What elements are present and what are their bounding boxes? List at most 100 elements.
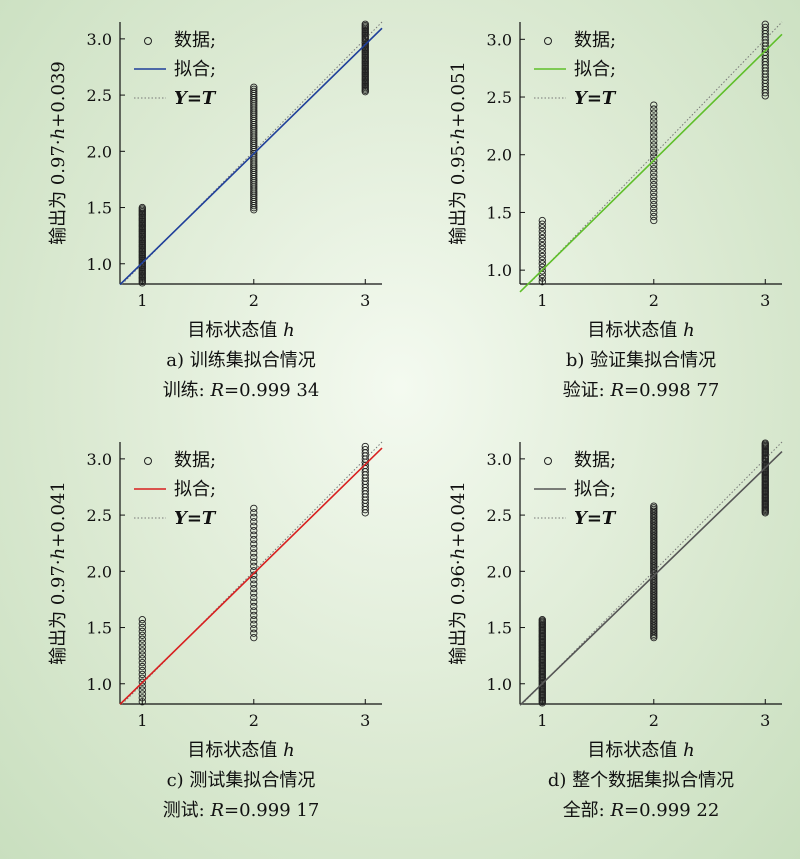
r-value-label: 全部: R=0.999 22 [563,800,720,821]
data-point [250,509,258,517]
legend-data-label: 数据; [174,30,216,51]
data-point [250,562,258,570]
data-point [138,686,146,694]
y-tick-label: 1.0 [487,675,512,694]
data-point [538,220,546,228]
x-tick-label: 1 [137,291,147,310]
data-point [250,85,258,93]
identity-line [528,21,783,285]
data-point [250,634,258,642]
panel-caption: c) 测试集拟合情况 [167,770,316,791]
x-axis-label: 目标状态值 h [587,320,694,341]
y-axis-label: 输出为 0.97·h+0.039 [48,61,69,245]
y-tick-label: 2.0 [487,146,512,165]
data-point [650,137,658,145]
y-tick-label: 2.5 [487,88,512,107]
data-point [250,584,258,593]
y-axis-label: 输出为 0.96·h+0.041 [448,481,469,665]
data-point [138,666,146,675]
fit-line [519,33,783,293]
axes: 1.0 1.5 2.0 2.5 3.0 1 2 3 [487,22,782,310]
data-point [650,208,658,217]
x-tick-label: 1 [137,711,147,730]
x-tick-label: 3 [760,291,770,310]
y-tick-label: 3.0 [487,450,512,469]
data-point [138,623,146,632]
x-tick-label: 1 [537,291,547,310]
r-value-label: 训练: R=0.999 34 [163,380,320,401]
data-point [650,181,658,189]
data-point [650,141,658,149]
y-tick-label: 3.0 [87,30,112,49]
data-point [250,504,258,512]
legend: 数据; 拟合; Y=T [134,30,217,109]
data-point [538,260,546,268]
x-tick-label: 2 [649,711,659,730]
data-point [650,101,658,109]
x-tick-label: 3 [360,291,370,310]
legend: 数据; 拟合; Y=T [134,450,217,529]
data-point [538,267,546,275]
data-point [538,256,546,264]
legend-identity-label: Y=T [174,88,217,109]
data-point [538,242,546,250]
y-tick-label: 3.0 [87,450,112,469]
data-point [650,189,658,197]
legend: 数据; 拟合; Y=T [534,30,617,109]
data-point [250,593,258,602]
data-point [538,231,546,239]
data-point [138,616,146,624]
x-tick-label: 2 [249,291,259,310]
data-point [650,149,658,157]
fit-line [519,450,783,706]
panel-caption: b) 验证集拟合情况 [566,350,716,371]
data-point [361,20,369,28]
data-points [538,20,769,286]
x-tick-label: 1 [537,711,547,730]
data-point [250,531,258,539]
legend-data-marker [144,457,152,465]
data-point [361,442,369,451]
data-point [138,690,146,698]
legend-identity-label: Y=T [174,508,217,529]
y-tick-label: 2.0 [487,562,512,581]
data-point [138,678,146,686]
data-point [650,109,658,117]
data-point [650,185,658,193]
data-point [250,616,258,624]
legend-data-marker [544,37,552,45]
panel-caption: d) 整个数据集拟合情况 [548,770,734,791]
data-point [538,245,546,253]
x-tick-label: 2 [249,711,259,730]
data-point [650,216,658,225]
y-tick-label: 3.0 [487,30,512,49]
data-point [250,522,258,530]
fit-line [119,27,383,286]
data-point [250,598,258,606]
data-point [650,169,658,177]
y-tick-label: 2.5 [487,506,512,525]
axes: 1.0 1.5 2.0 2.5 3.0 1 2 3 [487,442,782,730]
data-point [650,165,658,173]
legend-fit-label: 拟合; [174,59,216,80]
data-point [650,129,658,137]
data-point [250,625,258,633]
chart-panel-d: 1.0 1.5 2.0 2.5 3.0 1 2 3 数据; 拟合; Y=T 输出为 0.96·h+0.… [448,439,783,821]
x-axis-label: 目标状态值 h [187,740,294,761]
x-axis-label: 目标状态值 h [187,320,294,341]
data-point [250,558,258,566]
data-points [538,439,769,707]
data-point [250,576,258,584]
chart-panel-c: 1.0 1.5 2.0 2.5 3.0 1 2 3 数据; 拟合; Y=T 输出为 0.97·h+0.… [48,441,383,821]
data-point [538,238,546,246]
data-point [250,513,258,521]
data-points [138,20,369,287]
y-tick-label: 1.5 [487,203,512,222]
x-tick-label: 3 [360,711,370,730]
data-point [538,278,546,286]
y-tick-label: 1.5 [87,199,112,218]
data-point [250,607,258,615]
data-point [650,145,658,153]
legend-identity-label: Y=T [574,88,617,109]
y-tick-label: 1.0 [87,675,112,694]
